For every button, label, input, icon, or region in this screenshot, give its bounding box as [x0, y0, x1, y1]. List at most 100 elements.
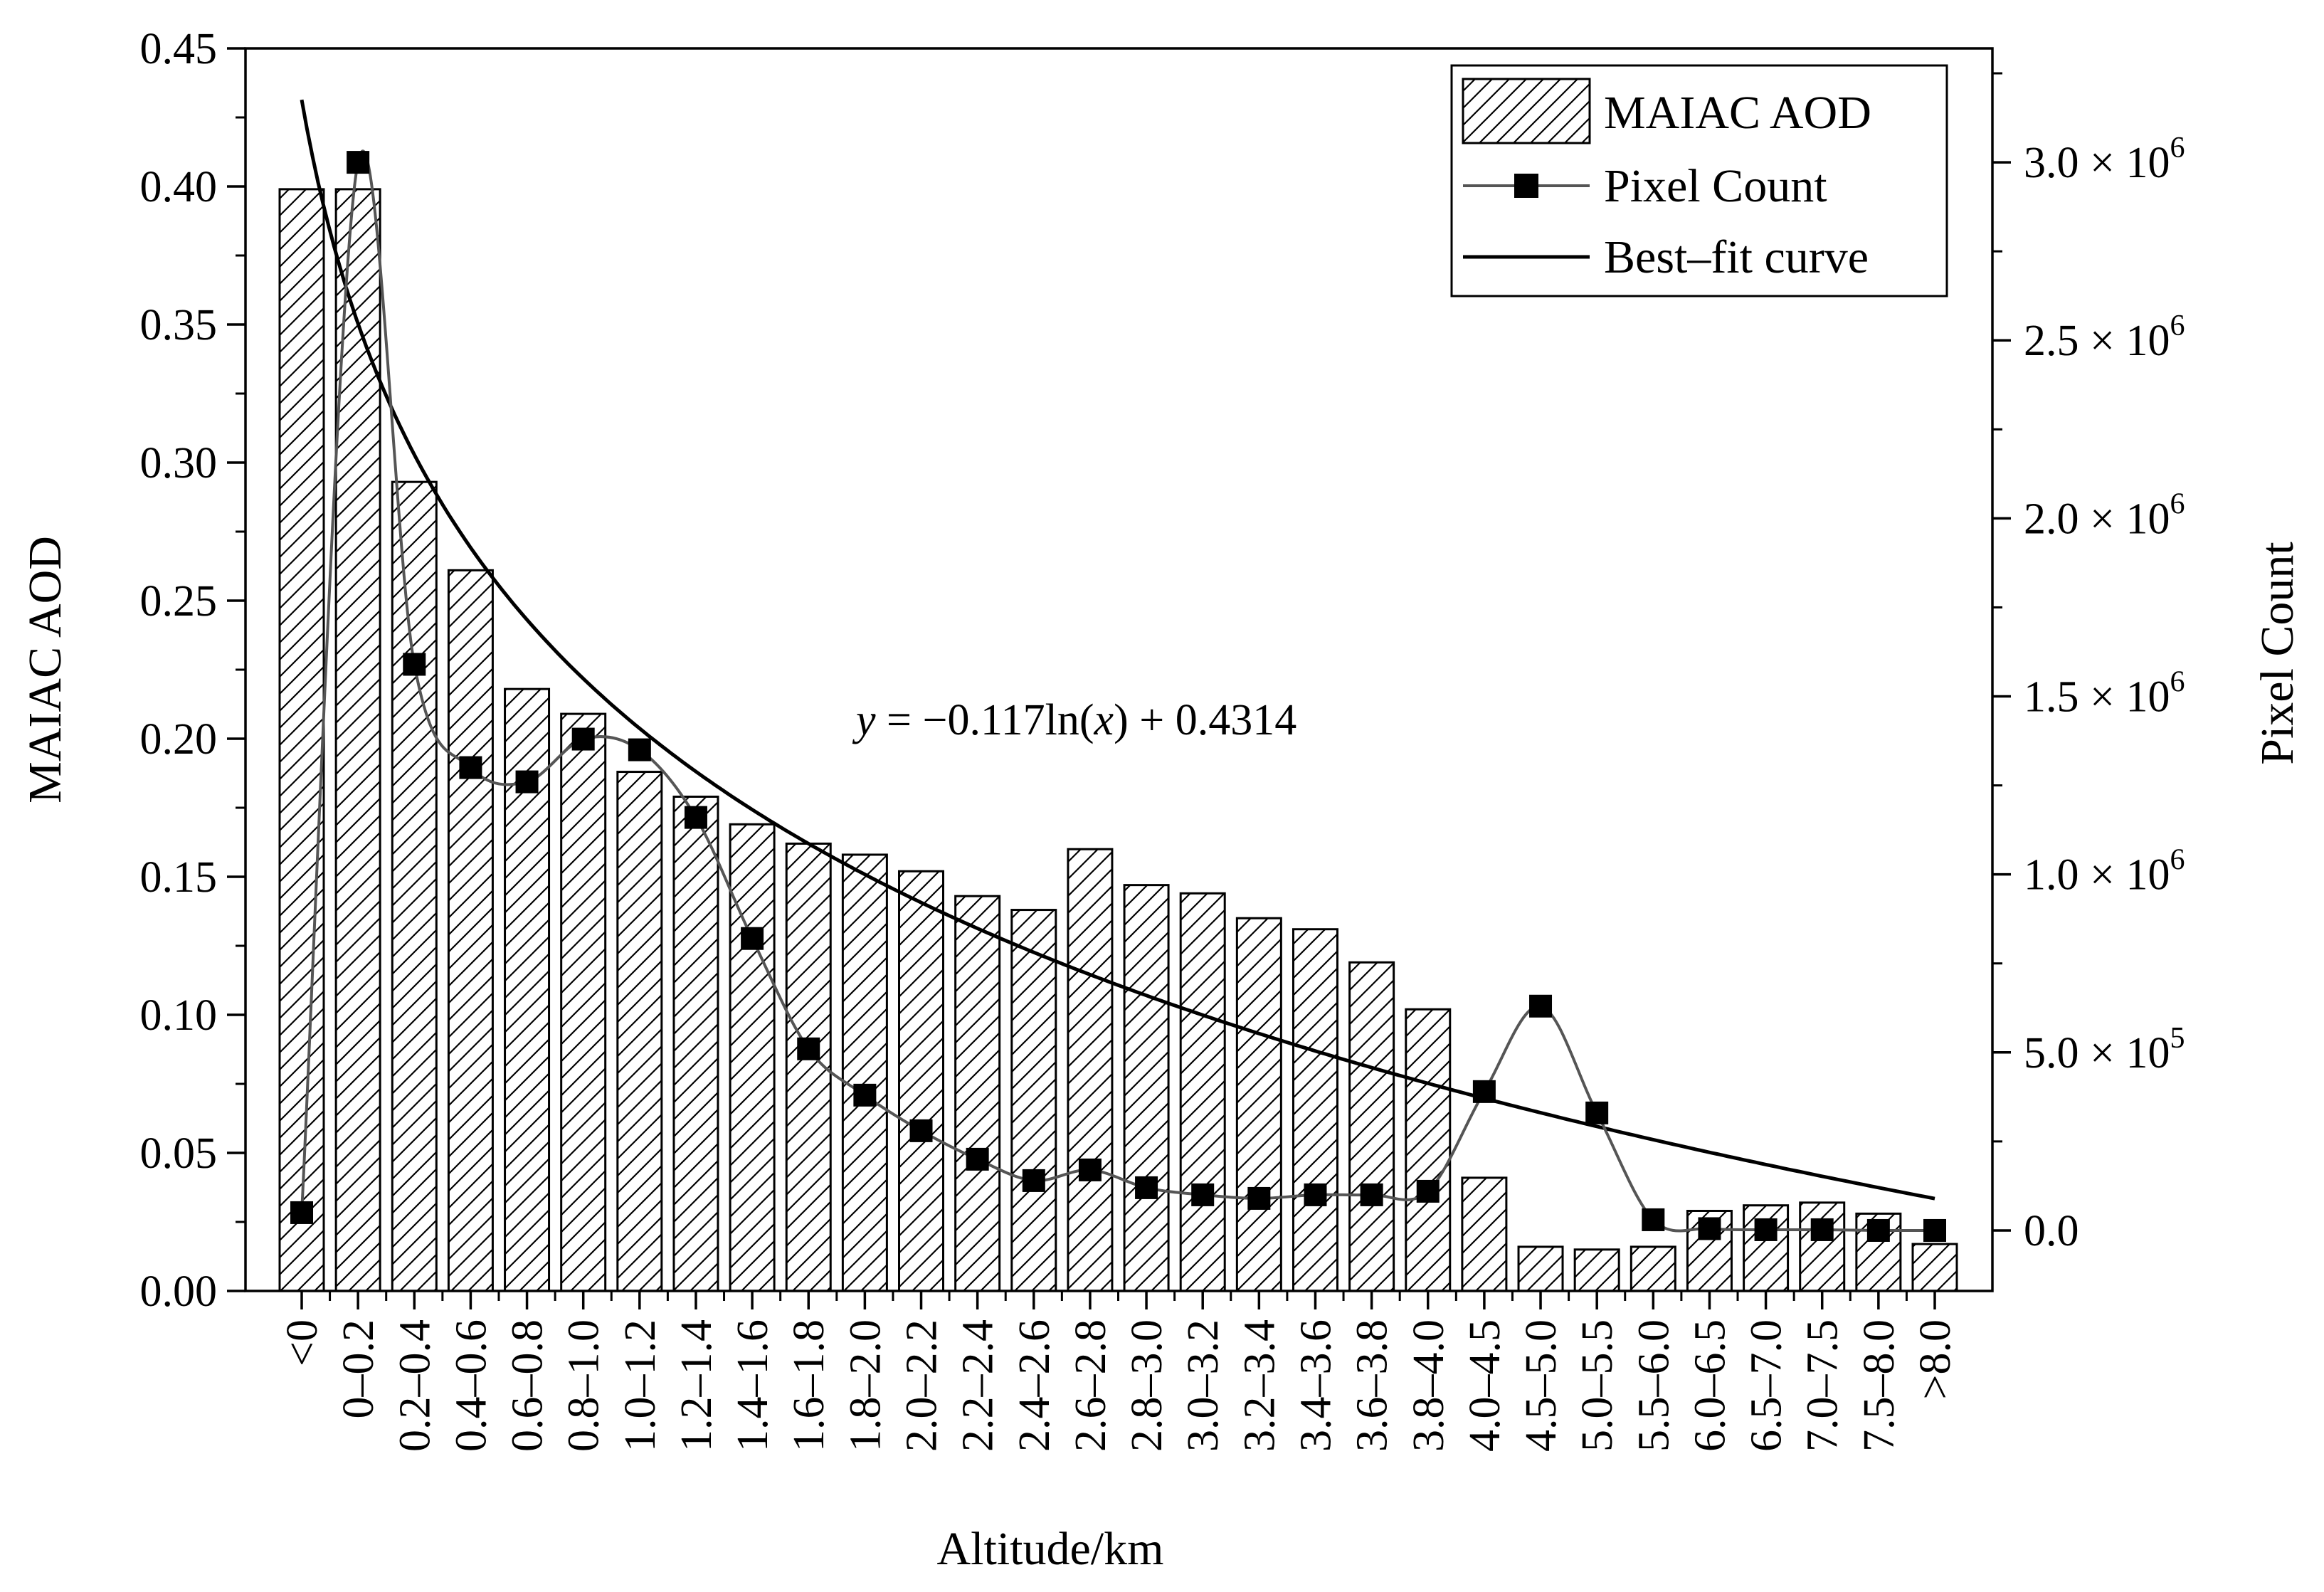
right-tick-label: 0.0 — [2024, 1207, 2079, 1255]
x-tick-label: 2.2–2.4 — [954, 1319, 1003, 1452]
left-tick-label: 0.30 — [140, 439, 218, 487]
x-tick-label: 3.0–3.2 — [1179, 1319, 1227, 1452]
pixel-count-marker — [515, 770, 539, 794]
bar — [391, 480, 438, 1292]
pixel-count-marker — [571, 727, 595, 751]
x-tick-label: 0.8–1.0 — [560, 1319, 608, 1452]
bar — [672, 795, 719, 1292]
pixel-count-marker — [1642, 1208, 1665, 1231]
bar — [1123, 884, 1170, 1292]
bar — [898, 870, 945, 1292]
bar — [1010, 909, 1057, 1292]
curve-layer — [300, 99, 1935, 1201]
bar — [1573, 1248, 1620, 1292]
bar — [1235, 917, 1282, 1292]
pixel-count-marker — [1304, 1183, 1327, 1206]
bar — [278, 188, 325, 1292]
bar — [1911, 1243, 1958, 1292]
pixel-count-marker — [1810, 1218, 1834, 1241]
right-tick-label: 2.5 × 106 — [2024, 310, 2185, 365]
x-tick-label: 3.4–3.6 — [1292, 1319, 1341, 1452]
right-tick-label: 3.0 × 106 — [2024, 132, 2185, 187]
right-axis-ticks: 0.0 5.0 × 105 1.0 × 106 1.5 × 106 2.0 × 106 2… — [1992, 72, 2185, 1255]
bar — [954, 895, 1001, 1292]
pixel-count-marker — [347, 151, 370, 174]
bar — [1179, 892, 1226, 1292]
x-tick-label: <0 — [278, 1319, 327, 1366]
pixel-count-marker — [797, 1037, 820, 1060]
x-tick-label: 2.8–3.0 — [1123, 1319, 1171, 1452]
right-tick-label: 5.0 × 105 — [2024, 1022, 2185, 1077]
bar — [1405, 1008, 1452, 1292]
x-tick-label: 0–0.2 — [334, 1319, 383, 1419]
x-axis-title: Altitude/km — [937, 1523, 1164, 1575]
fit-equation: y = −0.117ln(x) + 0.4314 — [852, 696, 1296, 744]
left-tick-label: 0.00 — [140, 1267, 218, 1316]
bar — [1461, 1176, 1508, 1292]
pixel-count-marker — [1247, 1186, 1271, 1210]
pixel-count-marker — [1698, 1217, 1721, 1240]
best-fit-curve — [300, 99, 1935, 1201]
pixel-count-marker — [1078, 1158, 1102, 1181]
pixel-count-marker — [966, 1147, 989, 1171]
right-tick-label: 1.5 × 106 — [2024, 666, 2185, 722]
pixel-count-marker — [1866, 1218, 1890, 1242]
bar — [334, 188, 381, 1292]
pixel-count-marker — [1923, 1218, 1946, 1242]
x-tick-label: 5.5–6.0 — [1630, 1319, 1678, 1452]
legend: MAIAC AOD Pixel Count Best–fit curve — [1450, 64, 1948, 297]
left-tick-label: 0.25 — [140, 577, 218, 626]
bar — [841, 853, 888, 1292]
x-tick-label: 6.0–6.5 — [1686, 1319, 1734, 1452]
bar — [560, 712, 607, 1292]
pixel-count-marker — [909, 1119, 933, 1142]
left-tick-label: 0.10 — [140, 991, 218, 1040]
right-tick-label: 2.0 × 106 — [2024, 487, 2185, 543]
bar — [616, 771, 663, 1292]
x-tick-label: 1.2–1.4 — [672, 1319, 721, 1452]
left-tick-label: 0.45 — [140, 25, 218, 73]
x-tick-label: 4.5–5.0 — [1517, 1319, 1565, 1452]
x-tick-label: 2.0–2.2 — [898, 1319, 946, 1452]
pixel-count-marker — [1360, 1183, 1383, 1206]
x-tick-label: 5.0–5.5 — [1573, 1319, 1622, 1452]
bar — [1799, 1201, 1846, 1292]
bar — [1517, 1245, 1564, 1292]
x-axis-ticks: <0 0–0.2 0.2–0.4 0.4–0.6 0.6–0.8 0.8–1.0 1.0–1… — [278, 1291, 1960, 1452]
x-tick-label: 1.8–2.0 — [841, 1319, 889, 1452]
x-tick-label: 1.4–1.6 — [729, 1319, 777, 1452]
x-tick-label: 7.0–7.5 — [1799, 1319, 1847, 1452]
legend-marker-swatch — [1514, 174, 1538, 198]
left-tick-label: 0.35 — [140, 301, 218, 349]
pixel-count-marker — [1416, 1179, 1440, 1203]
bar — [1292, 928, 1338, 1292]
bar — [1630, 1245, 1676, 1292]
x-tick-label: >8.0 — [1911, 1319, 1960, 1399]
bars-layer — [278, 188, 1958, 1292]
pixel-count-marker — [1191, 1183, 1215, 1206]
legend-bar-swatch — [1462, 78, 1591, 144]
left-tick-label: 0.05 — [140, 1129, 218, 1178]
bar — [447, 569, 494, 1292]
x-tick-label: 0.6–0.8 — [504, 1319, 552, 1452]
bar — [1067, 848, 1114, 1292]
left-tick-label: 0.40 — [140, 163, 218, 211]
right-tick-label: 1.0 × 106 — [2024, 844, 2185, 900]
x-tick-label: 3.8–4.0 — [1405, 1319, 1453, 1452]
pixel-count-marker — [684, 806, 707, 829]
x-tick-label: 2.4–2.6 — [1010, 1319, 1059, 1452]
pixel-count-marker — [853, 1083, 877, 1107]
left-axis-ticks: 0.00 0.05 0.10 0.15 0.20 0.25 0.30 0.35 0.40 0.45 — [140, 25, 245, 1316]
y-axis-title: MAIAC AOD — [19, 536, 71, 803]
x-tick-label: 1.6–1.8 — [785, 1319, 833, 1452]
pixel-count-marker — [628, 738, 651, 761]
pixel-count-marker — [1585, 1101, 1609, 1124]
left-tick-label: 0.20 — [140, 715, 218, 764]
x-tick-label: 0.4–0.6 — [447, 1319, 495, 1452]
bar — [1743, 1204, 1790, 1292]
y2-axis-title: Pixel Count — [2251, 542, 2303, 765]
line-layer — [290, 149, 1946, 1242]
bar — [1348, 961, 1395, 1292]
legend-label-fit: Best–fit curve — [1604, 231, 1869, 283]
